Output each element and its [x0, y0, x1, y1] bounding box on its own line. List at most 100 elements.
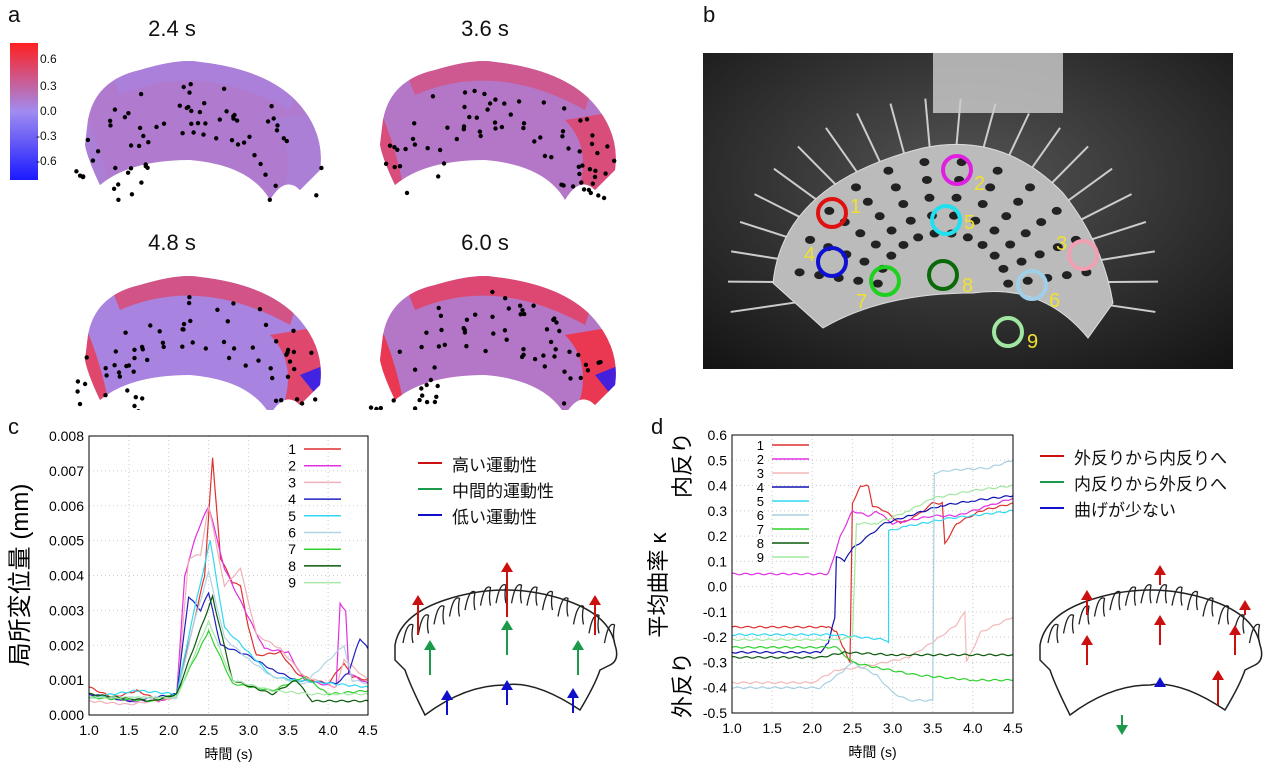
legend-label: 9 [288, 575, 296, 591]
mesh-node [103, 366, 108, 371]
legend-label: 3 [757, 466, 764, 481]
x-tick-label: 2.0 [803, 720, 823, 736]
mesh-node [117, 374, 123, 379]
y-tick-label: 0.002 [49, 637, 84, 653]
mesh-node [461, 127, 466, 132]
mesh-node [181, 321, 187, 327]
mesh-node [273, 183, 278, 188]
mesh-node [436, 305, 441, 311]
mesh-node [368, 405, 374, 410]
arrow-head [1081, 635, 1093, 645]
arrow-head [1154, 615, 1166, 625]
mesh-node [258, 161, 263, 167]
mesh-node [518, 312, 523, 317]
trap-spot [1051, 206, 1062, 215]
mesh-node [493, 126, 498, 131]
mesh-node [420, 393, 425, 398]
trap-spot [921, 175, 932, 184]
trap-spot [1003, 279, 1014, 288]
mesh-node [125, 388, 130, 393]
trap-spot [859, 257, 870, 266]
mesh-node [578, 375, 583, 381]
mesh-node [84, 355, 89, 360]
y-tick-label: 0.6 [708, 427, 728, 443]
mesh-node [90, 158, 96, 163]
mesh-node [214, 136, 219, 141]
mesh-node [187, 295, 192, 300]
mesh-node [532, 139, 537, 144]
mesh-node [126, 111, 131, 116]
mesh-node [225, 319, 230, 324]
mesh-node [263, 322, 269, 328]
marker-label: 3 [1056, 233, 1067, 255]
mesh-node [201, 132, 206, 137]
mesh-node [603, 171, 608, 176]
trap-spot [1034, 250, 1045, 259]
y-tick-label: 0.003 [49, 602, 84, 618]
trap-cilium [1171, 586, 1183, 606]
x-tick-label: 2.5 [199, 722, 219, 738]
panel-label-d: d [651, 414, 664, 439]
mesh-node [140, 396, 145, 401]
mesh-node [190, 340, 195, 345]
y-tick-label: 0.1 [708, 553, 728, 569]
mesh-node [428, 377, 434, 383]
mesh-node [553, 347, 558, 352]
trap-spot [924, 193, 935, 202]
mesh-node [270, 375, 275, 381]
trap-cilium [433, 605, 445, 625]
mesh-node [531, 303, 536, 308]
mesh-node [268, 366, 273, 371]
trap-cilium [1248, 623, 1261, 644]
mesh-node [438, 313, 444, 318]
legend-swatch [418, 488, 442, 490]
mesh-node [132, 403, 137, 409]
mesh-node [285, 350, 290, 355]
trap-spot [1052, 243, 1063, 252]
series-line-7 [731, 645, 1014, 682]
mesh-node [274, 128, 280, 133]
mesh-node [579, 180, 584, 185]
mesh-node [107, 118, 113, 124]
mesh-node [562, 369, 567, 374]
heatmap-group [74, 61, 617, 410]
mesh-node [580, 163, 585, 168]
mesh-node [80, 174, 86, 180]
mesh-node [437, 147, 443, 153]
mesh-node [493, 97, 498, 102]
trap-spot [886, 226, 897, 235]
mesh-node [291, 349, 297, 355]
mesh-node [139, 180, 144, 185]
heatmap-title: 4.8 s [148, 230, 196, 255]
mesh-node [157, 329, 162, 334]
x-tick-label: 1.5 [119, 722, 139, 738]
plot-frame [731, 434, 1014, 714]
series-line-2 [88, 504, 369, 703]
mesh-node [412, 121, 417, 126]
mesh-node [584, 117, 590, 122]
mesh-node [503, 296, 508, 301]
trap-spot [1061, 271, 1072, 280]
trap-spot [870, 240, 881, 249]
mesh-node [419, 344, 424, 350]
mesh-node [595, 150, 600, 156]
series-line-4 [88, 591, 369, 703]
mesh-node [154, 124, 159, 130]
mesh-node [395, 147, 400, 152]
series-line-7 [88, 628, 369, 703]
trap-spot [998, 264, 1009, 273]
trap-spot [1001, 212, 1012, 221]
mesh-node [281, 136, 286, 141]
legend-label: 1 [288, 441, 296, 457]
trap-spot [1005, 240, 1016, 249]
mesh-node [383, 161, 389, 166]
mesh-node [576, 352, 581, 358]
mesh-node [108, 123, 113, 128]
mesh-node [116, 197, 121, 202]
marker-circle [941, 154, 973, 186]
mesh-node [374, 406, 379, 410]
trap-cilium [1202, 597, 1214, 617]
mesh-node [180, 344, 185, 349]
x-tick-label: 2.5 [843, 720, 863, 736]
marker-circle [816, 246, 848, 278]
